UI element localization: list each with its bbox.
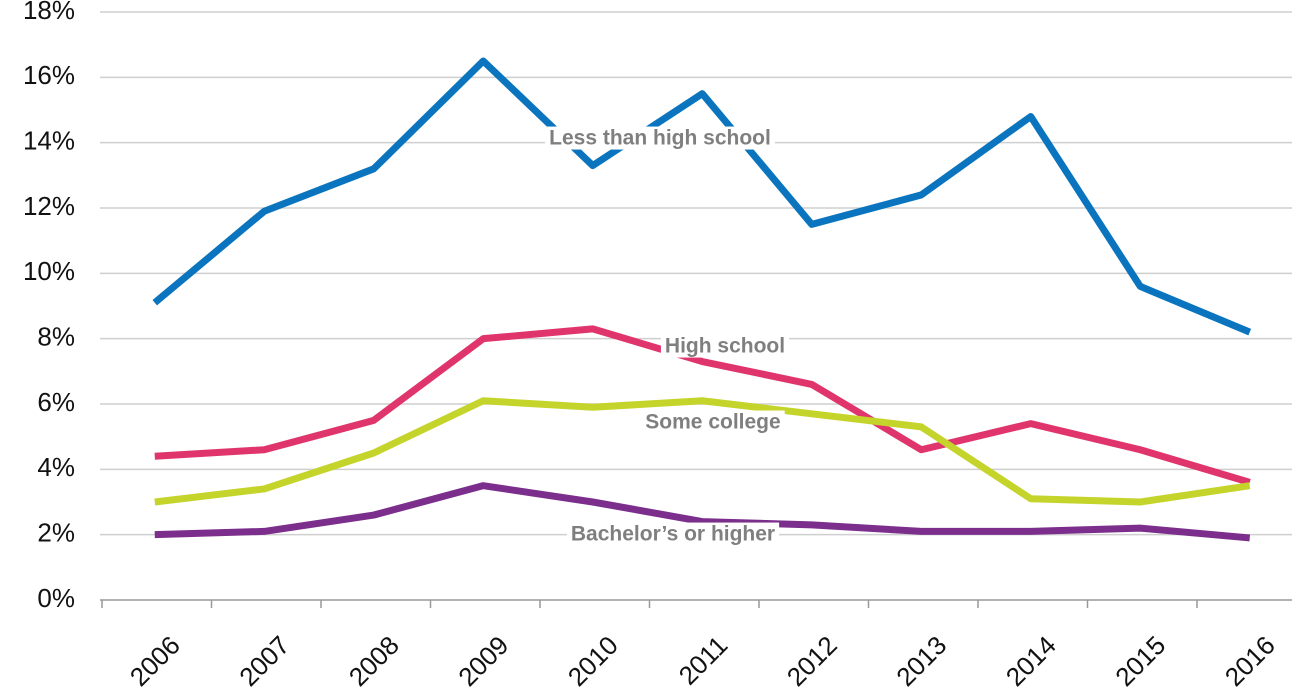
y-tick-label: 18% (23, 0, 75, 25)
x-tick-label: 2012 (781, 630, 843, 692)
x-tick-label: 2010 (562, 630, 624, 692)
series-label: Some college (645, 411, 780, 434)
series-line (154, 325, 1251, 486)
series-line (154, 482, 1251, 542)
y-tick-label: 14% (23, 126, 75, 156)
y-tick-label: 6% (37, 387, 75, 417)
label-background (566, 522, 780, 546)
x-tick-label: 2006 (124, 630, 186, 692)
y-tick-label: 12% (23, 191, 75, 221)
series-line (152, 57, 1252, 336)
x-tick-label: 2014 (1000, 630, 1062, 692)
label-background (545, 126, 775, 150)
label-background (660, 334, 790, 358)
y-tick-label: 2% (37, 518, 75, 548)
y-tick-label: 0% (37, 583, 75, 613)
x-tick-label: 2007 (233, 630, 295, 692)
y-tick-label: 4% (37, 452, 75, 482)
y-tick-label: 10% (23, 256, 75, 286)
x-tick-label: 2013 (890, 630, 952, 692)
y-tick-label: 16% (23, 60, 75, 90)
series-label: High school (665, 335, 785, 358)
series-label: Less than high school (549, 127, 771, 150)
x-tick-label: 2015 (1109, 630, 1171, 692)
x-tick-label: 2016 (1219, 630, 1281, 692)
x-tick-label: 2011 (673, 630, 734, 691)
label-background (641, 410, 785, 434)
y-tick-label: 8% (37, 322, 75, 352)
x-tick-label: 2009 (452, 630, 514, 692)
series-line (154, 397, 1251, 506)
series-label: Bachelor’s or higher (571, 523, 775, 546)
x-tick-label: 2008 (343, 630, 405, 692)
